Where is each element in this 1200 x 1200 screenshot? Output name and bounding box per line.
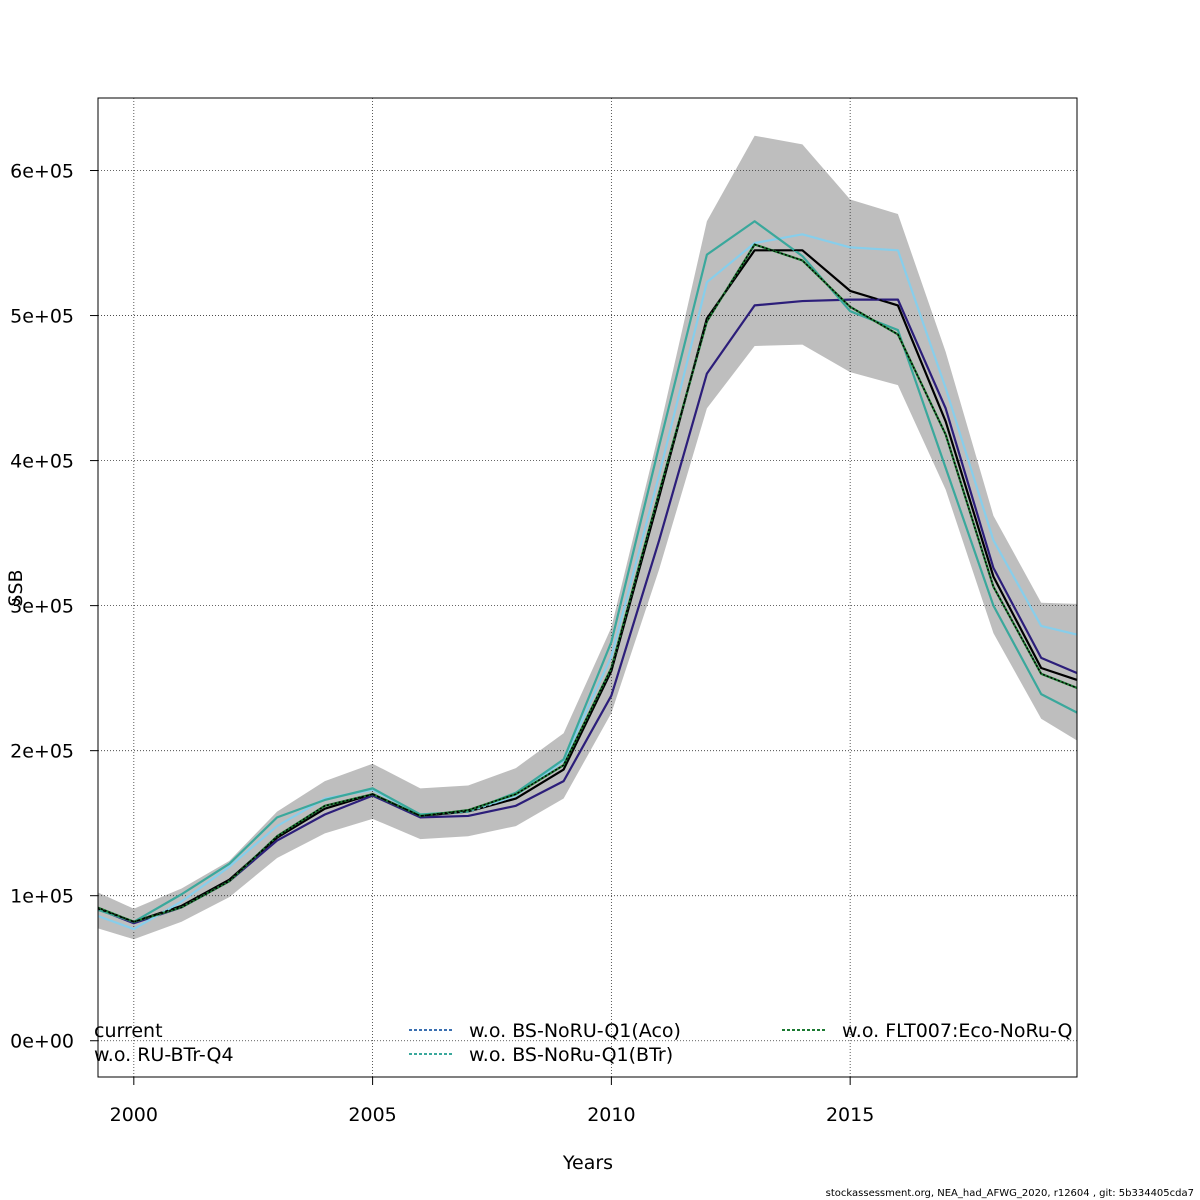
x-tick-label: 2000 (110, 1104, 158, 1126)
y-tick-label: 3e+05 (10, 596, 74, 618)
series-line-w-o-bs-noru-q1-btr (98, 220, 1077, 923)
x-axis-title: Years (562, 1152, 613, 1174)
series-line-w-o-ru-btr-q4 (98, 298, 1077, 925)
y-tick-label: 4e+05 (10, 451, 74, 473)
grid-layer (98, 98, 1077, 1077)
confidence-band (98, 135, 1077, 940)
legend-label-w-o-bs-noru-q1-btr: w.o. BS-NoRu-Q1(BTr) (469, 1044, 673, 1066)
y-axis: 0e+00 1e+05 2e+05 3e+05 4e+05 5e+05 6e+05 (10, 161, 98, 1053)
x-axis: 2000 2005 2010 2015 (110, 1077, 874, 1126)
y-axis-title: SSB (5, 569, 27, 606)
plot-frame (97, 97, 1078, 1078)
series-line-w-o-bs-noru-q1-aco (98, 233, 1077, 931)
footer-note: stockassessment.org, NEA_had_AFWG_2020, … (826, 1188, 1194, 1199)
y-tick-label: 1e+05 (10, 886, 74, 908)
x-tick-label: 2005 (348, 1104, 396, 1126)
series-overlay-w-o-flt007-eco-noru-q (98, 243, 1077, 923)
x-tick-label: 2010 (587, 1104, 635, 1126)
x-tick-label: 2015 (826, 1104, 874, 1126)
y-tick-label: 0e+00 (10, 1031, 74, 1053)
y-tick-label: 6e+05 (10, 161, 74, 183)
y-tick-label: 2e+05 (10, 741, 74, 763)
legend-label-w-o-flt007-eco-noru-q: w.o. FLT007:Eco-NoRu-Q (842, 1020, 1072, 1042)
legend-label-w-o-bs-noru-q1-aco: w.o. BS-NoRU-Q1(Aco) (469, 1020, 681, 1042)
series-layer (98, 220, 1077, 931)
legend-label-current: current (94, 1020, 163, 1042)
legend-label-w-o-ru-btr-q4: w.o. RU-BTr-Q4 (94, 1044, 234, 1066)
confidence-band-layer (98, 135, 1077, 940)
y-tick-label: 5e+05 (10, 306, 74, 328)
